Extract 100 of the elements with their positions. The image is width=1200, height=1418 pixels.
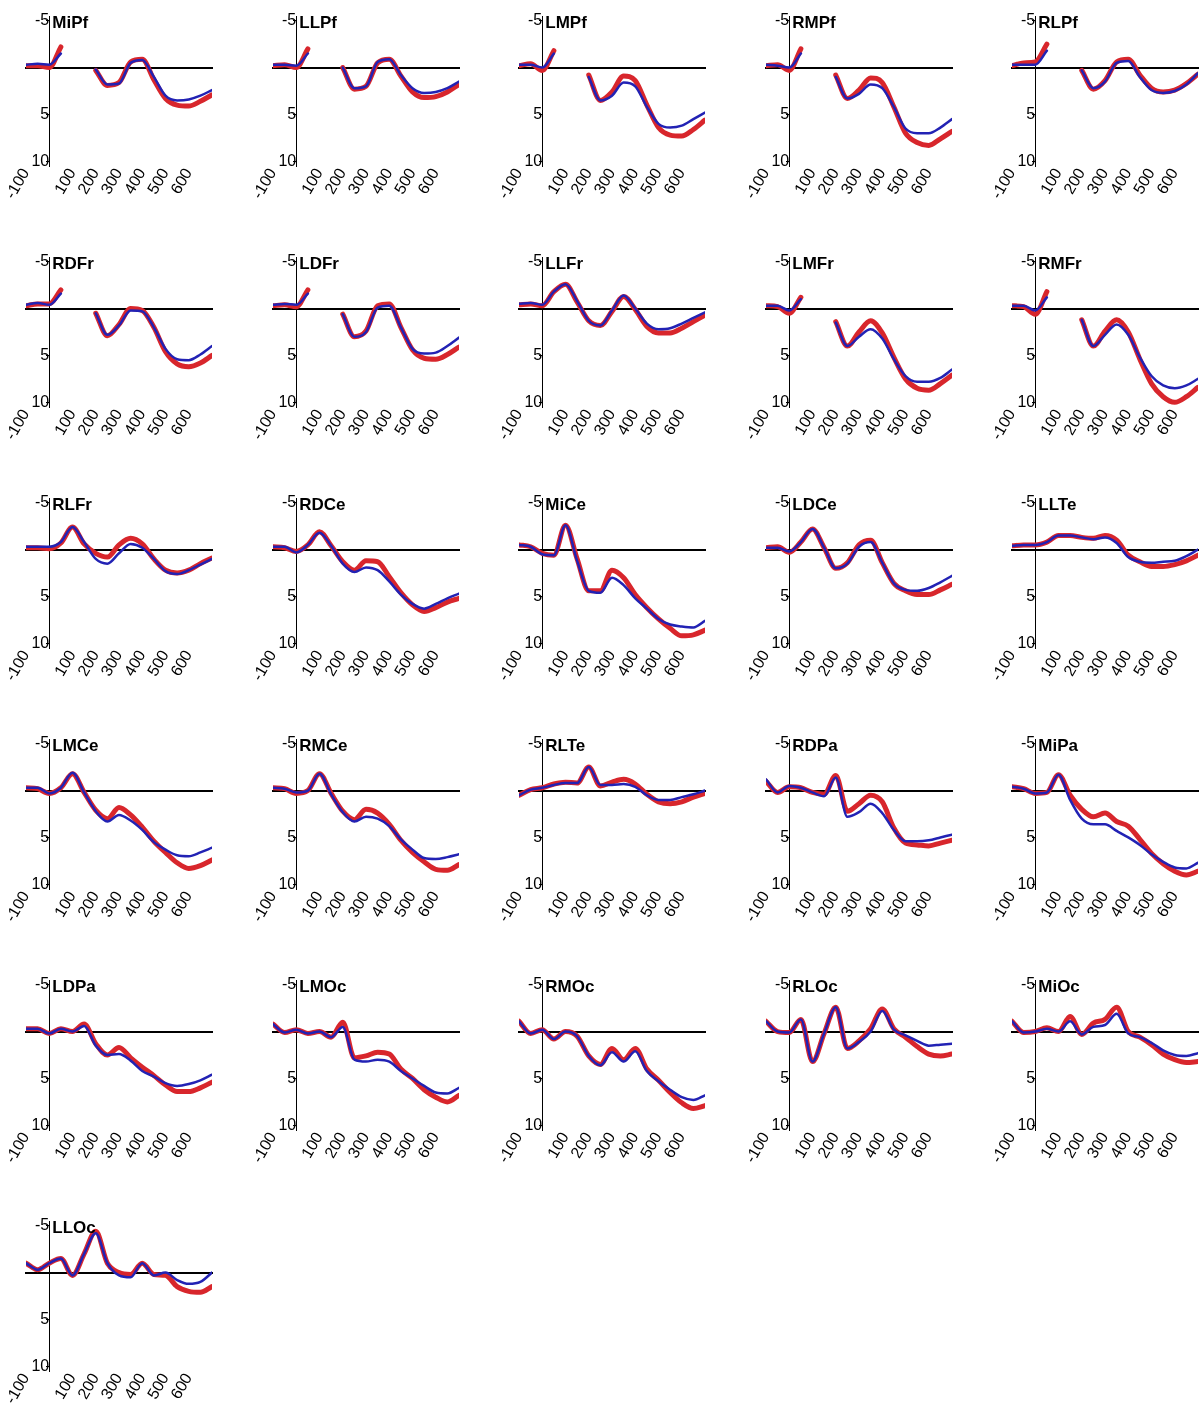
y-tick-label: 5 — [1026, 104, 1036, 122]
x-tick-label: 300 — [590, 888, 619, 920]
y-tick-label: -5 — [775, 734, 790, 752]
x-tick-label: 100 — [50, 888, 79, 920]
y-tick-label: -5 — [775, 11, 790, 29]
x-tick-label: 600 — [1153, 406, 1182, 438]
y-tick-label: 10 — [1017, 874, 1036, 892]
x-tick-label: 600 — [167, 888, 196, 920]
y-tick-label: 5 — [287, 586, 297, 604]
y-tick-label: 10 — [524, 392, 543, 410]
y-tick-label: 10 — [278, 1115, 297, 1133]
chart-title: LMCe — [52, 736, 99, 756]
chart-title: RMPf — [792, 13, 837, 33]
chart-title: LDPa — [52, 977, 97, 997]
y-tick-label: 5 — [287, 827, 297, 845]
chart-title: RMOc — [545, 977, 595, 997]
x-tick-label: 300 — [344, 647, 373, 679]
x-tick-label: 100 — [543, 165, 572, 197]
x-tick-label: 100 — [297, 647, 326, 679]
x-tick-label: 300 — [97, 647, 126, 679]
x-tick-label: 100 — [1036, 888, 1065, 920]
chart-title: LLPf — [299, 13, 338, 33]
y-tick-label: -5 — [775, 493, 790, 511]
x-tick-label: 300 — [590, 406, 619, 438]
chart-title: LDFr — [299, 254, 340, 274]
chart-title: LMOc — [299, 977, 347, 997]
x-tick-label: 600 — [907, 1129, 936, 1161]
y-tick-label: 5 — [533, 345, 543, 363]
x-tick-label: 600 — [907, 647, 936, 679]
y-tick-label: 10 — [524, 1115, 543, 1133]
x-tick-label: 100 — [543, 406, 572, 438]
y-tick-label: -5 — [35, 11, 50, 29]
y-tick-label: 5 — [1026, 1068, 1036, 1086]
x-tick-label: 100 — [790, 888, 819, 920]
chart-title: RDPa — [792, 736, 839, 756]
chart-title: RMCe — [299, 736, 348, 756]
y-tick-label: 10 — [1017, 392, 1036, 410]
x-tick-label: 100 — [790, 1129, 819, 1161]
y-tick-label: -5 — [1021, 493, 1036, 511]
x-tick-label: 100 — [297, 165, 326, 197]
x-tick-label: 100 — [50, 406, 79, 438]
x-tick-label: 600 — [907, 888, 936, 920]
y-tick-label: -5 — [528, 975, 543, 993]
x-tick-label: 100 — [297, 888, 326, 920]
y-tick-label: 10 — [771, 874, 790, 892]
y-tick-label: -5 — [775, 252, 790, 270]
x-tick-label: 100 — [790, 406, 819, 438]
x-tick-label: 300 — [590, 647, 619, 679]
x-tick-label: 600 — [414, 165, 443, 197]
x-tick-label: 100 — [790, 647, 819, 679]
x-tick-label: 300 — [1083, 647, 1112, 679]
y-tick-label: 5 — [533, 827, 543, 845]
y-tick-label: -5 — [1021, 975, 1036, 993]
y-tick-label: -5 — [282, 734, 297, 752]
y-tick-label: 10 — [278, 151, 297, 169]
chart-title: RLTe — [545, 736, 586, 756]
x-tick-label: 300 — [837, 165, 866, 197]
y-tick-label: 10 — [771, 392, 790, 410]
chart-title: LMPf — [545, 13, 588, 33]
y-tick-label: -5 — [35, 493, 50, 511]
y-tick-label: -5 — [528, 734, 543, 752]
y-tick-label: 10 — [278, 874, 297, 892]
x-tick-label: 300 — [837, 888, 866, 920]
x-tick-label: 100 — [1036, 1129, 1065, 1161]
x-tick-label: 300 — [1083, 888, 1112, 920]
y-tick-label: -5 — [1021, 734, 1036, 752]
y-tick-label: 5 — [780, 104, 790, 122]
y-tick-label: 5 — [1026, 586, 1036, 604]
y-tick-label: 10 — [31, 392, 50, 410]
x-tick-label: 300 — [97, 1129, 126, 1161]
y-tick-label: -5 — [528, 252, 543, 270]
y-tick-label: -5 — [282, 975, 297, 993]
y-tick-label: 5 — [40, 827, 50, 845]
x-tick-label: 600 — [414, 406, 443, 438]
x-tick-label: 600 — [167, 1129, 196, 1161]
y-tick-label: 10 — [771, 633, 790, 651]
y-tick-label: 5 — [533, 104, 543, 122]
y-tick-label: 10 — [524, 874, 543, 892]
y-tick-label: -5 — [35, 252, 50, 270]
chart-title: LLTe — [1038, 495, 1077, 515]
x-tick-label: 600 — [1153, 1129, 1182, 1161]
x-tick-label: 300 — [344, 165, 373, 197]
y-tick-label: -5 — [1021, 11, 1036, 29]
y-tick-label: 10 — [1017, 151, 1036, 169]
y-tick-label: -5 — [528, 493, 543, 511]
chart-title: RLFr — [52, 495, 93, 515]
x-tick-label: 600 — [907, 406, 936, 438]
chart-title: RMFr — [1038, 254, 1083, 274]
x-tick-label: 300 — [837, 647, 866, 679]
y-tick-label: 10 — [31, 633, 50, 651]
y-tick-label: 5 — [40, 345, 50, 363]
y-tick-label: 5 — [287, 104, 297, 122]
x-tick-label: 300 — [344, 1129, 373, 1161]
x-tick-label: 600 — [414, 647, 443, 679]
y-tick-label: 10 — [1017, 1115, 1036, 1133]
x-tick-label: 300 — [590, 165, 619, 197]
x-tick-label: 600 — [414, 888, 443, 920]
chart-title: RDFr — [52, 254, 95, 274]
y-tick-label: 5 — [780, 1068, 790, 1086]
y-tick-label: 5 — [287, 1068, 297, 1086]
